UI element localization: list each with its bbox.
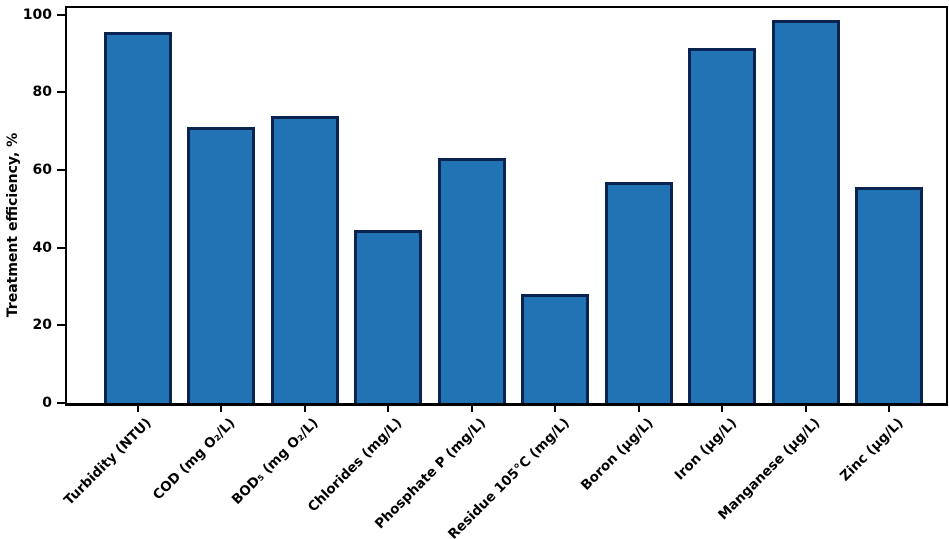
y-tick [57,402,65,404]
x-tick-label: COD (mg O₂/L) [149,415,239,504]
bar-3 [270,115,339,403]
bars-group [67,8,946,403]
plot-area [65,6,948,406]
x-tick-label: Iron (µg/L) [671,415,740,484]
y-tick [57,324,65,327]
y-tick-label: 0 [42,395,52,411]
bar-4 [354,230,423,403]
x-tick [470,406,473,412]
x-tick-label: Chlorides (mg/L) [305,415,406,516]
bar-7 [604,181,673,403]
y-tick-label: 40 [32,239,52,256]
bar-2 [187,127,256,403]
x-tick-label: Zinc (µg/L) [837,415,907,485]
x-tick-label: BOD₅ (mg O₂/L) [229,415,322,508]
bar-8 [688,47,757,403]
bar-1 [103,31,172,403]
x-tick [804,406,807,412]
y-tick [57,13,65,16]
y-tick [57,168,65,171]
bar-6 [521,294,590,403]
y-tick [57,91,65,94]
x-tick-label: Boron (µg/L) [577,415,657,494]
y-tick [57,246,65,249]
x-tick [554,406,557,412]
x-tick [888,406,891,412]
x-tick-label: Turbidity (NTU) [61,415,155,509]
x-tick [220,406,223,412]
y-axis-label: Treatment efficiency, % [5,132,21,318]
y-tick-label: 60 [32,161,52,178]
x-tick [136,406,139,412]
bar-5 [437,158,506,403]
y-tick-label: 80 [32,84,52,101]
y-tick-label: 20 [32,317,52,334]
bar-9 [771,20,840,403]
bar-10 [855,187,924,403]
y-tick-label: 100 [22,6,52,23]
x-tick [303,406,306,412]
x-tick [721,406,724,412]
x-tick [387,406,390,412]
x-tick [637,406,640,412]
